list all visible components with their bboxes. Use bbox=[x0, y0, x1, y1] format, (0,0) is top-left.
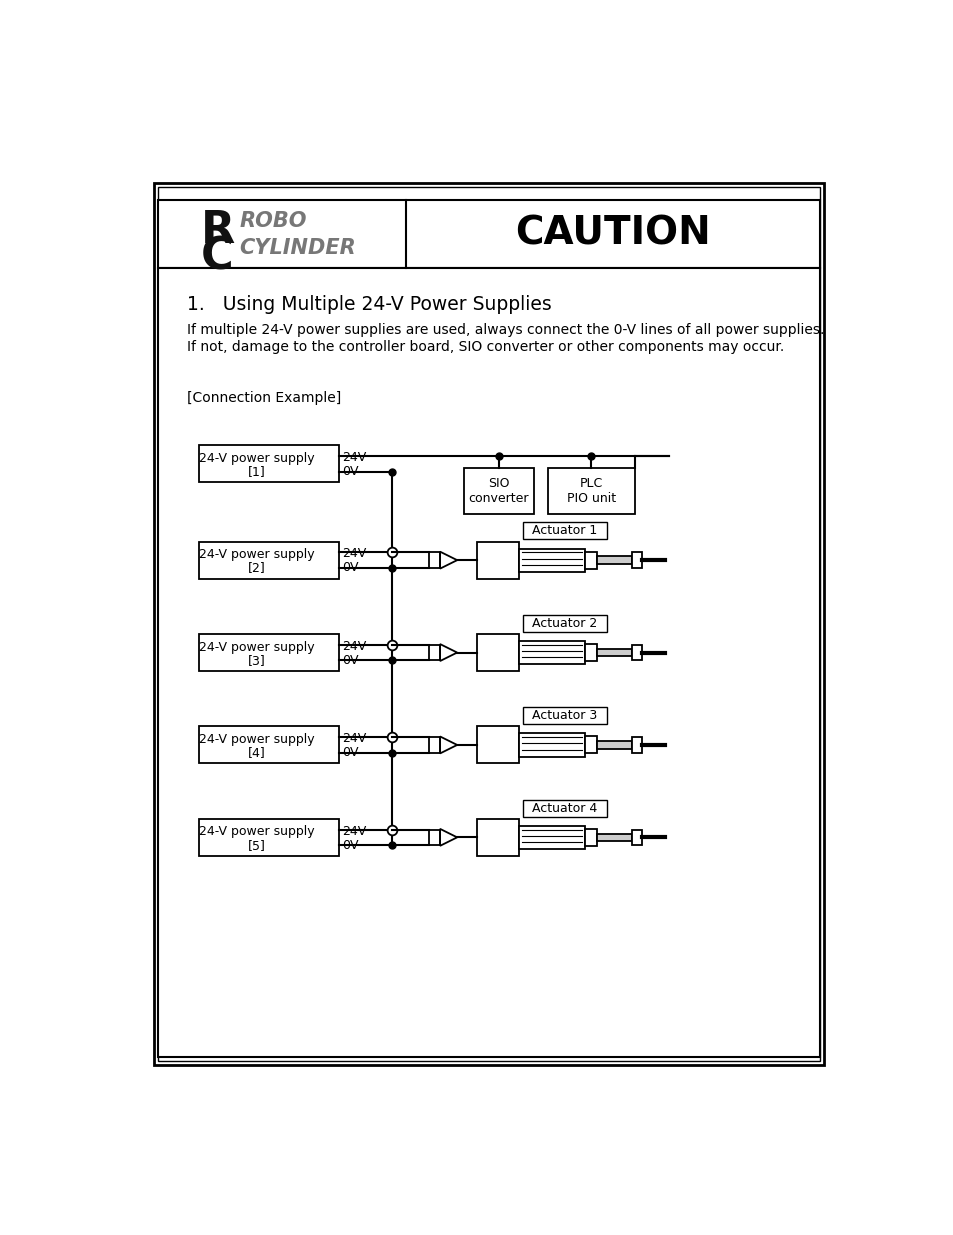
Text: 0V: 0V bbox=[341, 839, 357, 852]
Bar bbox=[522, 615, 606, 632]
Text: PLC
PIO unit: PLC PIO unit bbox=[566, 477, 615, 505]
Bar bbox=[632, 645, 641, 661]
Bar bbox=[429, 645, 439, 661]
Bar bbox=[476, 819, 518, 856]
Text: 24V: 24V bbox=[341, 547, 366, 561]
Bar bbox=[584, 552, 597, 568]
Bar bbox=[522, 799, 606, 816]
Bar bbox=[518, 548, 584, 572]
Bar bbox=[199, 542, 338, 579]
Text: 24V: 24V bbox=[341, 825, 366, 837]
Text: ROBO: ROBO bbox=[239, 211, 307, 231]
Bar bbox=[158, 200, 819, 268]
Text: 24-V power supply: 24-V power supply bbox=[199, 548, 314, 561]
Text: 1.   Using Multiple 24-V Power Supplies: 1. Using Multiple 24-V Power Supplies bbox=[187, 294, 552, 314]
Bar bbox=[597, 556, 632, 564]
Text: CYLINDER: CYLINDER bbox=[239, 238, 355, 258]
Bar bbox=[597, 741, 632, 748]
Bar bbox=[518, 826, 584, 848]
Bar bbox=[429, 552, 439, 568]
Bar bbox=[429, 830, 439, 845]
Bar bbox=[158, 268, 819, 1057]
Text: [Connection Example]: [Connection Example] bbox=[187, 390, 341, 405]
Text: 24-V power supply: 24-V power supply bbox=[199, 641, 314, 653]
Bar bbox=[429, 737, 439, 752]
Bar bbox=[597, 648, 632, 656]
Text: 0V: 0V bbox=[341, 653, 357, 667]
Text: Actuator 4: Actuator 4 bbox=[532, 802, 597, 815]
Bar bbox=[522, 522, 606, 540]
Bar bbox=[199, 819, 338, 856]
Text: 24-V power supply: 24-V power supply bbox=[199, 825, 314, 839]
Bar bbox=[518, 734, 584, 757]
Text: SIO
converter: SIO converter bbox=[468, 477, 529, 505]
Text: [3]: [3] bbox=[248, 653, 266, 667]
Bar bbox=[476, 726, 518, 763]
Bar bbox=[597, 834, 632, 841]
Bar bbox=[522, 708, 606, 724]
Bar bbox=[199, 634, 338, 671]
Text: Actuator 3: Actuator 3 bbox=[532, 709, 597, 722]
Bar bbox=[584, 829, 597, 846]
Text: Actuator 1: Actuator 1 bbox=[532, 525, 597, 537]
Bar bbox=[584, 645, 597, 661]
Bar bbox=[584, 736, 597, 753]
Text: If not, damage to the controller board, SIO converter or other components may oc: If not, damage to the controller board, … bbox=[187, 340, 784, 354]
Bar bbox=[632, 737, 641, 752]
Bar bbox=[464, 468, 534, 514]
Text: [5]: [5] bbox=[248, 839, 266, 852]
Bar bbox=[632, 552, 641, 568]
Text: [4]: [4] bbox=[248, 746, 266, 760]
Text: R: R bbox=[200, 209, 234, 252]
Bar bbox=[199, 726, 338, 763]
Text: 24-V power supply: 24-V power supply bbox=[199, 452, 314, 466]
Bar bbox=[199, 446, 338, 483]
Text: If multiple 24-V power supplies are used, always connect the 0-V lines of all po: If multiple 24-V power supplies are used… bbox=[187, 324, 824, 337]
Text: C: C bbox=[200, 235, 233, 278]
Text: [2]: [2] bbox=[248, 562, 266, 574]
Text: 0V: 0V bbox=[341, 562, 357, 574]
Bar bbox=[476, 542, 518, 579]
Text: 0V: 0V bbox=[341, 746, 357, 760]
Text: Actuator 2: Actuator 2 bbox=[532, 616, 597, 630]
Text: 24V: 24V bbox=[341, 640, 366, 653]
Bar bbox=[518, 641, 584, 664]
Text: 24V: 24V bbox=[341, 732, 366, 745]
Text: 24V: 24V bbox=[341, 451, 366, 464]
Bar bbox=[632, 830, 641, 845]
Text: 24-V power supply: 24-V power supply bbox=[199, 734, 314, 746]
Bar bbox=[476, 634, 518, 671]
Bar bbox=[158, 186, 819, 1061]
Text: [1]: [1] bbox=[248, 466, 266, 478]
Text: CAUTION: CAUTION bbox=[515, 215, 710, 253]
Text: 0V: 0V bbox=[341, 466, 357, 478]
Bar bbox=[547, 468, 634, 514]
